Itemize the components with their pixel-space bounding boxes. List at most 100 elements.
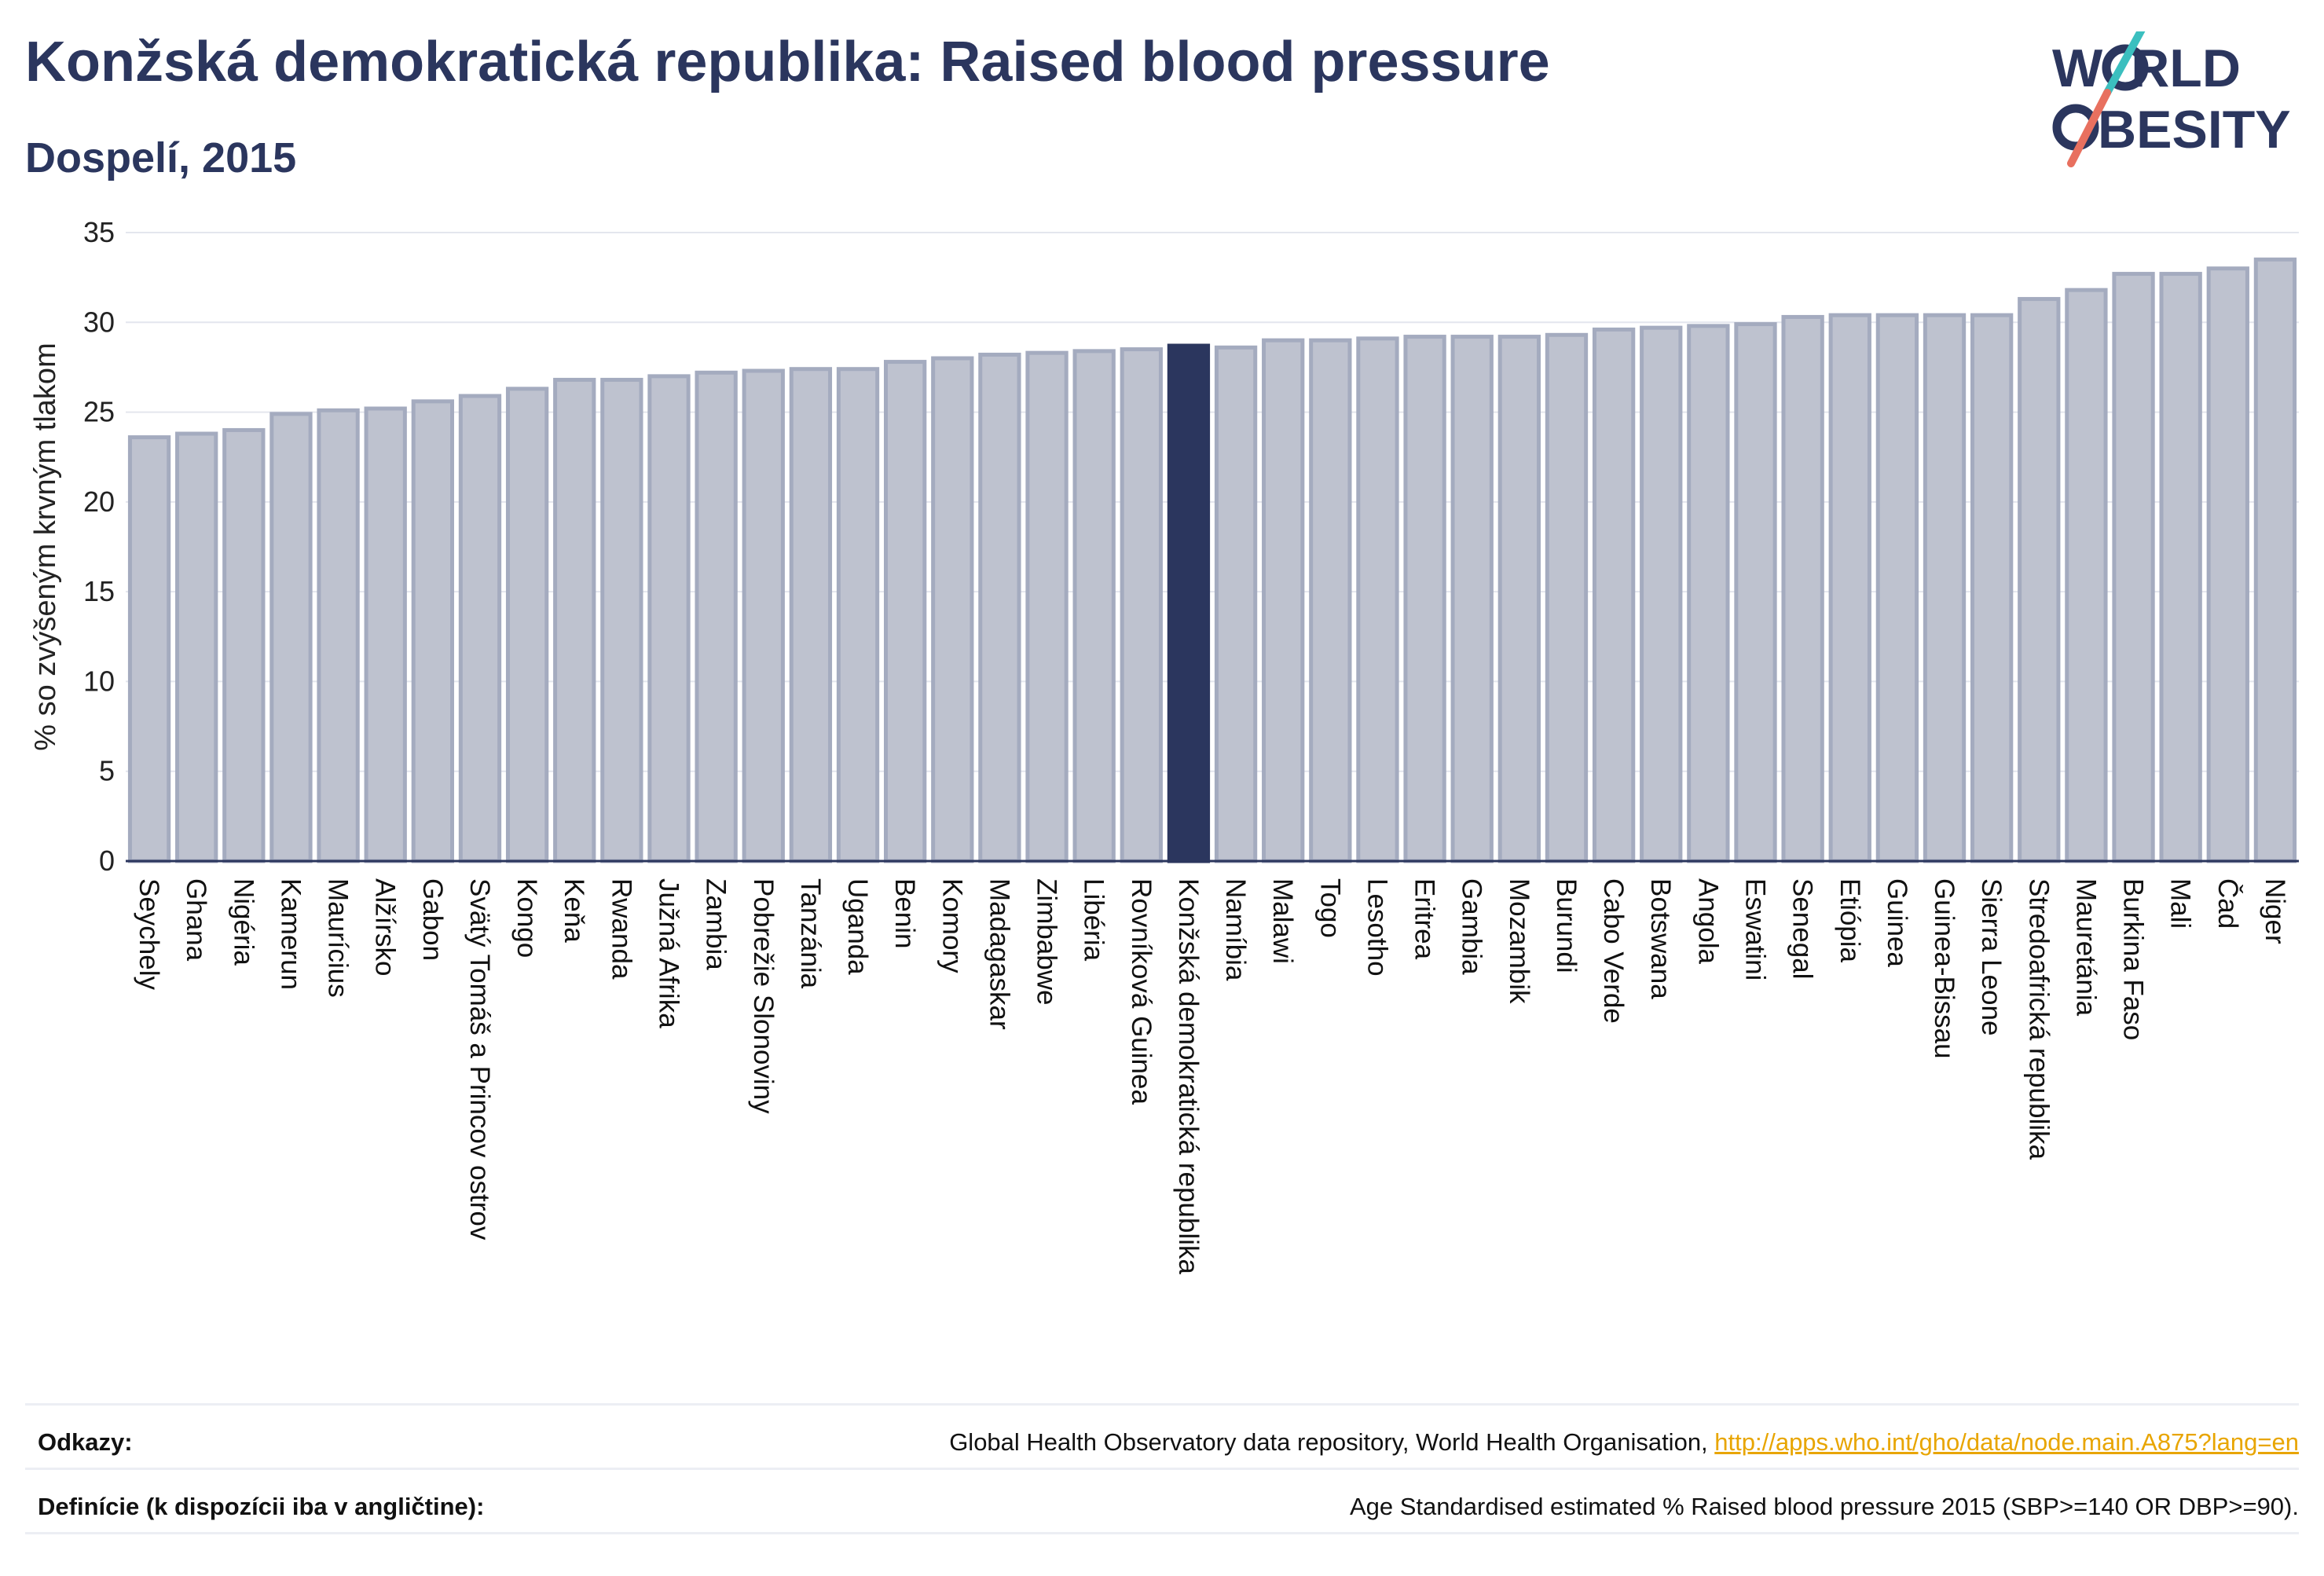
definitions-value: Age Standardised estimated % Raised bloo… [1349,1493,2299,1520]
x-tick-label: Namíbia [1220,878,1251,981]
bar [1875,313,1919,863]
x-tick-label: Libéria [1079,878,1109,962]
bar [2112,272,2155,863]
x-tick-label: Svätý Tomáš a Princov ostrov [464,878,495,1241]
bar [2159,272,2202,863]
y-tick-label: 25 [83,396,115,428]
chart-subtitle: Dospelí, 2015 [25,134,297,181]
bar [505,387,549,863]
x-tick-label: Keňa [559,878,589,943]
x-tick-label: Guinea [1882,878,1912,967]
logo-rld-text: RLD [2131,38,2241,98]
bar [600,377,643,863]
x-tick-label: Komory [937,878,967,973]
chart-title: Konžská demokratická republika: Raised b… [25,31,1550,93]
bar [127,435,171,863]
x-tick-label: Seychely [134,878,164,991]
bar [1450,335,1494,863]
logo-besity-text: BESITY [2098,100,2291,159]
x-tick-label: Etiópia [1835,878,1865,963]
bar [1403,335,1446,863]
x-tick-label: Rovníková Guinea [1126,878,1157,1105]
bar [1120,347,1163,863]
bar [978,352,1021,863]
x-tick-label: Burundi [1551,878,1582,973]
x-tick-label: Eswatini [1740,878,1771,980]
y-tick-label: 10 [83,665,115,697]
bar [695,370,738,863]
bar [1309,338,1352,863]
bar [1356,336,1399,863]
x-tick-label: Sierra Leone [1976,878,2007,1035]
bar [1497,335,1541,863]
x-tick-label: Ghana [181,878,211,962]
x-tick-label: Južná Afrika [654,878,684,1028]
bar [411,399,455,863]
y-tick-label: 0 [99,845,115,877]
x-tick-label: Uganda [842,878,873,975]
x-tick-label: Mali [2165,878,2196,929]
x-tick-label: Rwanda [606,878,636,980]
bar [1970,313,2014,863]
x-tick-label: Kamerun [275,878,306,990]
references-link[interactable]: http://apps.who.int/gho/data/node.main.A… [1714,1428,2299,1456]
bar [317,408,360,863]
bar [269,412,313,863]
x-tick-label: Nigéria [228,878,258,966]
x-tick-label: Senegal [1787,878,1818,979]
y-tick-label: 30 [83,306,115,338]
bar [931,356,974,863]
x-tick-label: Cabo Verde [1598,878,1629,1024]
x-tick-label: Niger [2260,878,2290,944]
y-tick-label: 35 [83,216,115,248]
x-tick-label: Gabon [417,878,448,961]
x-tick-label: Angola [1692,878,1723,965]
bar [1214,345,1258,863]
bar [2253,257,2297,863]
bar [458,394,502,863]
bar [553,377,596,863]
bar [1262,338,1305,863]
references-text: Global Health Observatory data repositor… [949,1428,1715,1456]
definitions-label: Definície (k dispozícii iba v angličtine… [38,1493,485,1520]
y-tick-label: 15 [83,575,115,607]
logo-w-text: W [2052,38,2103,98]
bar [647,374,691,863]
x-tick-label: Tanzánia [795,878,826,989]
x-tick-label: Mauretánia [2070,878,2101,1017]
references-value: Global Health Observatory data repositor… [949,1428,2299,1457]
logo-o-ring [2102,44,2149,91]
bar [742,368,785,863]
x-tick-label: Stredoafrická republika [2023,878,2054,1160]
bar [1640,325,1683,863]
bar [1025,350,1069,863]
x-tick-label: Maurícius [323,878,354,998]
bar [2206,266,2249,863]
x-tick-label: Alžírsko [370,878,401,976]
x-tick-label: Madagaskar [984,878,1014,1030]
bar [1592,327,1636,863]
x-tick-label: Burkina Faso [2118,878,2149,1040]
x-tick-label: Lesotho [1362,878,1392,977]
footer-divider-top [25,1403,2299,1406]
x-tick-label: Zimbabwe [1032,878,1062,1005]
y-axis-label: % so zvýšeným krvným tlakom [29,343,62,750]
x-tick-label: Kongo [511,878,542,958]
x-tick-label: Konžská demokratická republika [1173,878,1204,1274]
bar [1167,343,1211,863]
bar [1545,332,1589,863]
x-tick-label: Pobrežie Slonoviny [748,878,779,1114]
bar [1923,313,1967,863]
bar [789,367,833,863]
x-tick-label: Benin [889,878,920,949]
x-tick-label: Mozambik [1504,878,1534,1004]
bar [222,427,266,863]
world-obesity-logo: W RLD BESITY [2052,31,2291,167]
bar [1687,324,1730,863]
y-tick-label: 5 [99,755,115,787]
references-label: Odkazy: [38,1428,133,1456]
bar [836,367,880,863]
bar [2018,297,2061,863]
y-tick-label: 20 [83,486,115,518]
